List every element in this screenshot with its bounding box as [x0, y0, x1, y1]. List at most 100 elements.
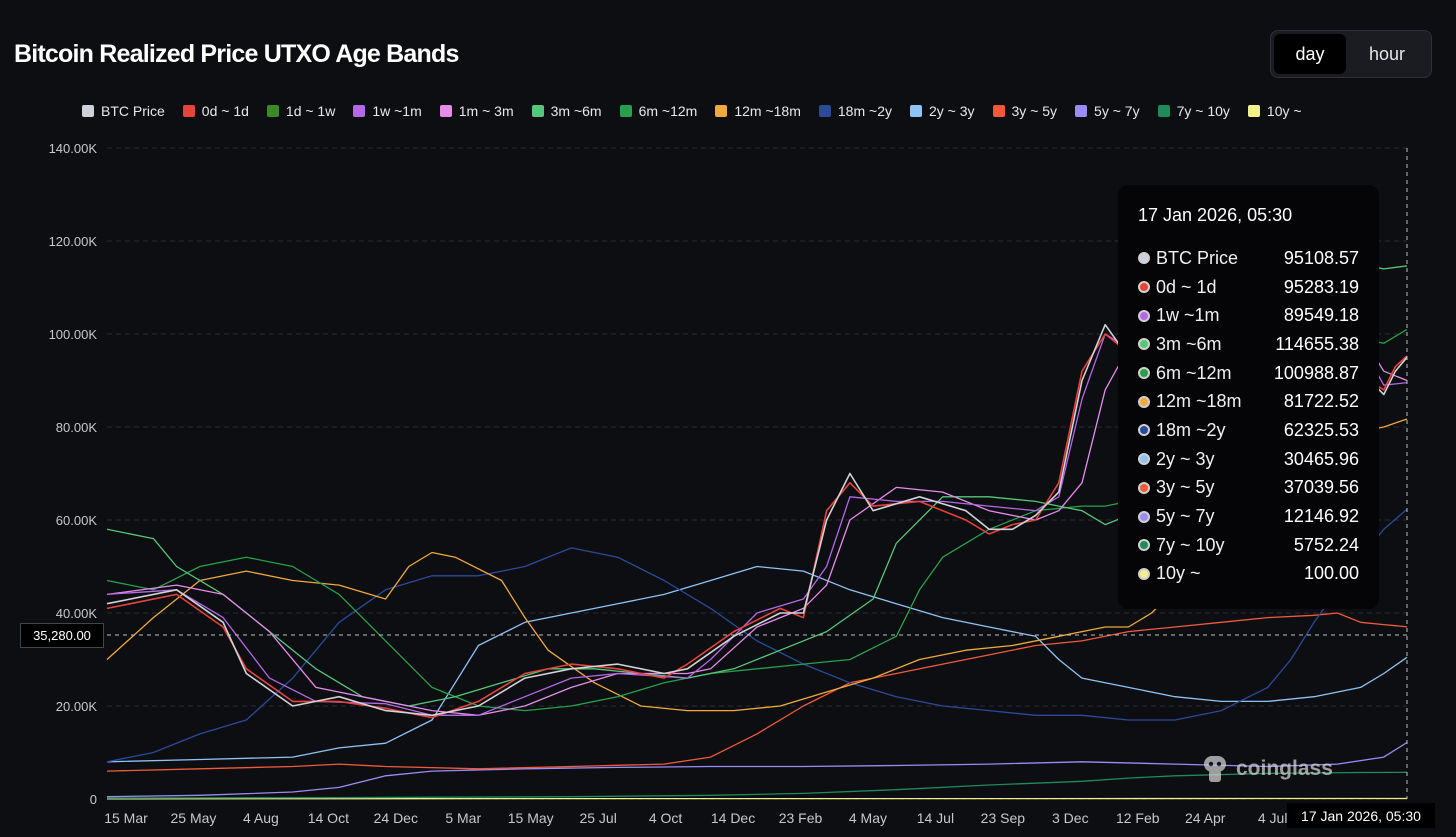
legend-item[interactable]: 18m ~2y — [818, 103, 892, 119]
x-tick-label: 25 Jul — [579, 810, 616, 826]
series-dot-icon — [1138, 567, 1150, 580]
tooltip-series-value: 114655.38 — [1275, 333, 1359, 354]
legend-swatch — [353, 105, 366, 117]
legend-swatch — [992, 105, 1005, 117]
x-tick-label: 14 Dec — [711, 810, 755, 826]
legend-swatch — [715, 105, 728, 117]
legend-item[interactable]: 5y ~ 7y — [1075, 103, 1140, 119]
tooltip-series-name: 5y ~ 7y — [1156, 506, 1215, 527]
coinglass-logo-icon — [1204, 756, 1226, 782]
series-line-11 — [106, 771, 1408, 799]
tooltip-series-value: 81722.52 — [1283, 391, 1359, 412]
series-dot-icon — [1138, 338, 1150, 351]
legend-item[interactable]: 1d ~ 1w — [266, 103, 336, 119]
x-tick-label: 15 Mar — [104, 810, 148, 826]
tooltip-series-value: 62325.53 — [1283, 419, 1359, 440]
x-tick-label: 4 Aug — [243, 810, 279, 826]
tooltip-series-name: 18m ~2y — [1156, 419, 1226, 440]
series-dot-icon — [1138, 367, 1150, 380]
tooltip-series-name: 2y ~ 3y — [1156, 448, 1215, 469]
legend-swatch — [531, 105, 544, 117]
legend-item[interactable]: 3m ~6m — [531, 103, 602, 119]
legend-item[interactable]: 6m ~12m — [619, 103, 698, 119]
legend-swatch — [818, 105, 831, 117]
legend-label: 0d ~ 1d — [201, 103, 249, 119]
legend-label: BTC Price — [101, 103, 165, 119]
y-tick-label: 40.00K — [56, 606, 98, 621]
series-dot-icon — [1138, 424, 1150, 437]
legend-label: 6m ~12m — [638, 103, 698, 119]
tooltip-series-name: 3m ~6m — [1156, 333, 1222, 354]
legend-swatch — [1247, 105, 1260, 117]
series-line-10 — [106, 741, 1408, 798]
legend-item[interactable]: 0d ~ 1d — [182, 103, 249, 119]
x-tick-label: 14 Jul — [917, 810, 954, 826]
tooltip-row: BTC Price 95108.57 — [1138, 244, 1359, 273]
tooltip-series-value: 100988.87 — [1273, 362, 1359, 383]
legend-swatch — [1157, 105, 1170, 117]
tooltip-series-value: 89549.18 — [1283, 305, 1359, 326]
y-tick-label: 20.00K — [56, 699, 98, 714]
tooltip-row: 7y ~ 10y 5752.24 — [1138, 531, 1359, 560]
legend-item[interactable]: 1m ~ 3m — [439, 103, 514, 119]
chart-legend: BTC Price 0d ~ 1d 1d ~ 1w 1w ~1m 1m ~ 3m 3m ~… — [82, 103, 1320, 119]
series-dot-icon — [1138, 453, 1150, 466]
x-tick-label: 14 Oct — [308, 810, 349, 826]
legend-item[interactable]: 1w ~1m — [353, 103, 422, 119]
legend-item[interactable]: 7y ~ 10y — [1157, 103, 1230, 119]
legend-label: 1w ~1m — [372, 103, 422, 119]
legend-label: 1d ~ 1w — [285, 103, 336, 119]
y-tick-label: 120.00K — [49, 234, 98, 249]
x-tick-label: 24 Dec — [374, 810, 418, 826]
tooltip-series-value: 37039.56 — [1283, 477, 1359, 498]
legend-swatch — [619, 105, 632, 117]
legend-swatch — [1075, 105, 1088, 117]
legend-label: 3m ~6m — [550, 103, 602, 119]
tooltip-row: 3m ~6m 114655.38 — [1138, 330, 1359, 359]
legend-item[interactable]: 12m ~18m — [715, 103, 801, 119]
crosshair-y-label: 35,280.00 — [20, 623, 104, 648]
series-dot-icon — [1138, 510, 1150, 523]
tooltip-series-name: BTC Price — [1156, 247, 1239, 268]
legend-item[interactable]: 10y ~ — [1247, 103, 1302, 119]
tooltip-row: 2y ~ 3y 30465.96 — [1138, 445, 1359, 474]
tooltip-date: 17 Jan 2026, 05:30 — [1138, 205, 1293, 225]
tooltip-row: 12m ~18m 81722.52 — [1138, 387, 1359, 416]
tooltip-series-value: 12146.92 — [1283, 506, 1359, 527]
tooltip-series-value: 100.00 — [1303, 563, 1359, 584]
series-dot-icon — [1138, 481, 1150, 494]
hour-button[interactable]: hour — [1368, 43, 1406, 64]
legend-item[interactable]: 3y ~ 5y — [992, 103, 1057, 119]
legend-swatch — [909, 105, 922, 117]
legend-label: 2y ~ 3y — [928, 103, 975, 119]
x-tick-label: 12 Feb — [1116, 810, 1160, 826]
y-tick-label: 140.00K — [49, 141, 98, 156]
x-tick-label: 15 May — [508, 810, 554, 826]
tooltip-series-name: 0d ~ 1d — [1156, 276, 1217, 297]
x-tick-label: 3 Dec — [1052, 810, 1089, 826]
series-line-7 — [106, 508, 1408, 763]
tooltip-row: 5y ~ 7y 12146.92 — [1138, 502, 1359, 531]
tooltip-series-name: 6m ~12m — [1156, 362, 1232, 383]
legend-item[interactable]: BTC Price — [82, 103, 165, 119]
tooltip-row: 18m ~2y 62325.53 — [1138, 416, 1359, 445]
x-tick-label: 5 Mar — [445, 810, 481, 826]
tooltip-series-name: 10y ~ — [1156, 563, 1201, 584]
legend-label: 7y ~ 10y — [1176, 103, 1230, 119]
tooltip-row: 10y ~ 100.00 — [1138, 560, 1359, 589]
y-tick-label: 0 — [90, 792, 97, 807]
legend-label: 1m ~ 3m — [458, 103, 514, 119]
tooltip-row: 6m ~12m 100988.87 — [1138, 359, 1359, 388]
y-tick-label: 80.00K — [56, 420, 98, 435]
day-button[interactable]: day — [1274, 34, 1346, 74]
x-tick-label: 4 May — [849, 810, 887, 826]
legend-label: 5y ~ 7y — [1094, 103, 1140, 119]
legend-item[interactable]: 2y ~ 3y — [909, 103, 975, 119]
legend-label: 12m ~18m — [734, 103, 801, 119]
legend-swatch — [439, 105, 452, 117]
legend-swatch — [182, 105, 195, 117]
series-line-9 — [106, 612, 1408, 772]
series-dot-icon — [1138, 309, 1150, 322]
tooltip-series-value: 95108.57 — [1283, 247, 1359, 268]
